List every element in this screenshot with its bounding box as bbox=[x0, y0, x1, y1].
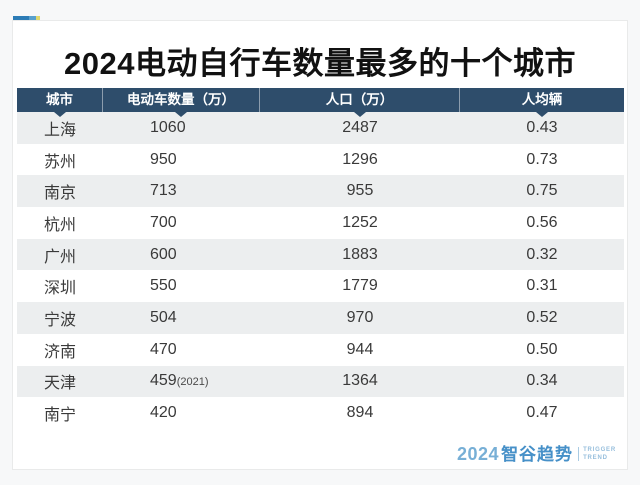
pointer-down-icon bbox=[536, 112, 548, 117]
pointer-down-icon bbox=[175, 112, 187, 117]
logo-name: 智谷趋势 bbox=[501, 444, 574, 464]
table-row: 广州 600 1883 0.32 bbox=[17, 238, 624, 271]
table-cell: 894 bbox=[346, 404, 374, 422]
pointer-down-icon bbox=[354, 112, 366, 117]
table-cell: 1364 bbox=[342, 372, 378, 390]
table-cell: 天津 bbox=[43, 375, 76, 393]
column-header: 城市 bbox=[17, 88, 103, 112]
brand-logo: 2024 智谷趋势 TRIGGER TREND bbox=[457, 445, 616, 463]
table-cell: 550 bbox=[150, 277, 177, 295]
table-cell: 713 bbox=[150, 182, 177, 200]
table-row: 宁波 504 970 0.52 bbox=[17, 302, 624, 334]
table-cell: 南宁 bbox=[43, 407, 76, 425]
pointer-down-icon bbox=[54, 112, 66, 117]
page-title: 2024电动自行车数量最多的十个城市 bbox=[64, 46, 576, 81]
table-row: 杭州 700 1252 0.56 bbox=[17, 207, 624, 239]
logo-year: 2024 bbox=[457, 444, 500, 464]
table-row: 南宁 420 894 0.47 bbox=[17, 397, 624, 429]
table-cell: 南京 bbox=[43, 185, 76, 203]
table-cell: 杭州 bbox=[43, 216, 76, 234]
table-row: 天津 459(2021) 1364 0.34 bbox=[17, 365, 624, 398]
table-row: 深圳 550 1779 0.31 bbox=[17, 270, 624, 303]
table-cell: 广州 bbox=[43, 248, 76, 266]
table-cell: 0.75 bbox=[526, 182, 558, 200]
table-row: 济南 470 944 0.50 bbox=[17, 333, 624, 366]
table-cell: 0.32 bbox=[526, 245, 558, 263]
table-card: 2024电动自行车数量最多的十个城市 城市 电动车数量（万） 人口（万） 人均辆 上海… bbox=[12, 20, 628, 470]
table-cell: 宁波 bbox=[43, 311, 76, 329]
table-cell: 2487 bbox=[342, 118, 378, 136]
column-header: 人均辆 bbox=[521, 92, 563, 107]
table-cell: 济南 bbox=[43, 343, 76, 361]
table-cell: 1779 bbox=[342, 277, 378, 295]
table-cell: 1252 bbox=[342, 213, 378, 231]
data-table: 城市 电动车数量（万） 人口（万） 人均辆 上海 1060 2487 0.43 苏州 950 12… bbox=[17, 88, 624, 429]
table-cell: 700 bbox=[150, 213, 177, 231]
logo-divider bbox=[578, 447, 580, 461]
logo-subtext: TRIGGER TREND bbox=[583, 446, 616, 462]
table-cell: 950 bbox=[150, 150, 177, 168]
table-row: 上海 1060 2487 0.43 bbox=[17, 112, 624, 144]
table-cell: 504 bbox=[150, 308, 177, 326]
table-cell: 1883 bbox=[342, 245, 378, 263]
table-cell: 970 bbox=[346, 308, 374, 326]
table-cell: 0.56 bbox=[526, 213, 558, 231]
table-cell: 苏州 bbox=[43, 153, 76, 171]
logo-sub-line2: TREND bbox=[583, 455, 608, 461]
table-cell: 1296 bbox=[342, 150, 378, 168]
table-cell: 上海 bbox=[43, 121, 76, 139]
table-cell: 0.43 bbox=[526, 118, 558, 136]
table-row: 苏州 950 1296 0.73 bbox=[17, 143, 624, 176]
table-cell: 深圳 bbox=[43, 280, 76, 298]
table-body: 上海 1060 2487 0.43 苏州 950 1296 0.73 南京 713 955 0.75 杭… bbox=[17, 112, 624, 429]
table-cell: 955 bbox=[346, 182, 374, 200]
table-cell: 470 bbox=[150, 340, 177, 358]
column-header: 电动车数量（万） bbox=[103, 88, 260, 112]
table-cell: 1060 bbox=[150, 118, 186, 136]
table-row: 南京 713 955 0.75 bbox=[17, 175, 624, 208]
table-cell: 0.50 bbox=[526, 340, 558, 358]
logo-sub-line1: TRIGGER bbox=[583, 447, 616, 453]
table-cell: 600 bbox=[150, 245, 177, 263]
cell-note: (2021) bbox=[176, 376, 209, 389]
table-cell: 0.52 bbox=[526, 308, 558, 326]
table-header: 城市 电动车数量（万） 人口（万） 人均辆 bbox=[17, 88, 624, 112]
table-cell: 420 bbox=[150, 404, 177, 422]
table-cell: 459(2021) bbox=[150, 372, 209, 390]
table-cell: 0.47 bbox=[526, 404, 558, 422]
column-header: 人口（万） bbox=[260, 88, 460, 112]
table-cell: 0.73 bbox=[526, 150, 558, 168]
table-cell: 0.34 bbox=[526, 372, 558, 390]
table-cell: 944 bbox=[346, 340, 374, 358]
table-cell: 0.31 bbox=[526, 277, 558, 295]
